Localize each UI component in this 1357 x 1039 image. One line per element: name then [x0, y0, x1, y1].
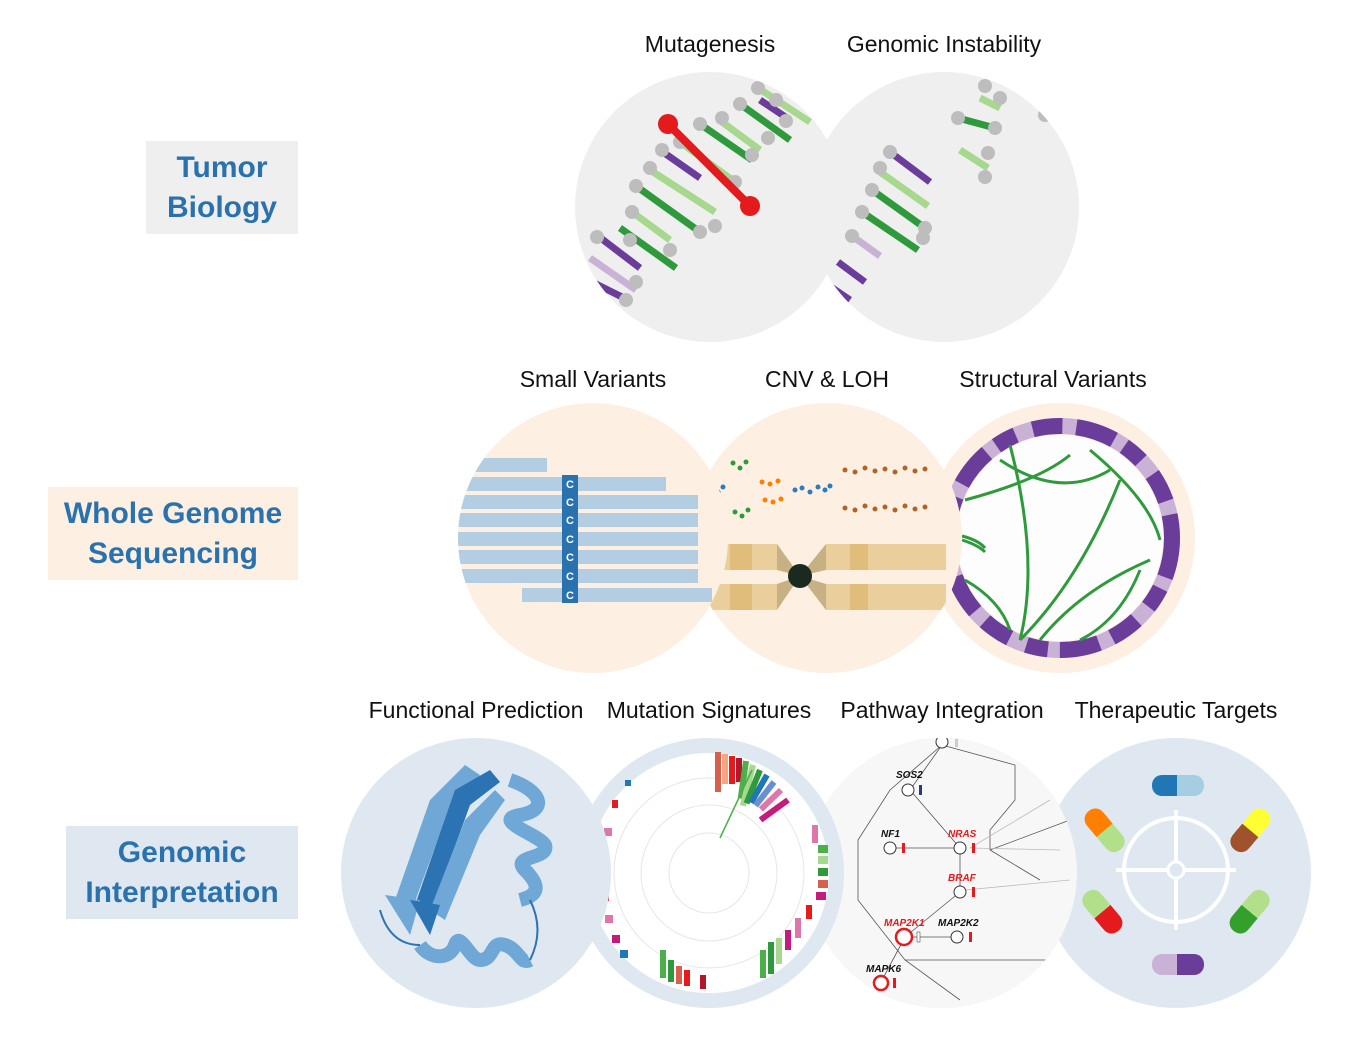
svg-text:C: C: [566, 497, 574, 509]
svg-text:C: C: [566, 571, 574, 583]
title-mutation-signatures: Mutation Signatures: [606, 697, 812, 723]
title-structural-variants: Structural Variants: [959, 366, 1147, 392]
gene-braf: BRAF: [948, 873, 977, 884]
section-label-tumor-biology: Tumor Biology: [146, 141, 298, 234]
title-mutagenesis: Mutagenesis: [644, 31, 776, 57]
section-label-genomic-interpretation: Genomic Interpretation: [66, 826, 298, 919]
title-cnv-loh: CNV & LOH: [765, 366, 889, 392]
gene-sos2: SOS2: [896, 770, 923, 781]
title-genomic-instability: Genomic Instability: [846, 31, 1042, 57]
signature-circos-icon: [589, 752, 829, 993]
mutated-base-pair: [665, 121, 753, 209]
svg-text:C: C: [566, 552, 574, 564]
svg-text:C: C: [566, 534, 574, 546]
tumor-biology-line2: Biology: [167, 190, 277, 224]
genomic-interp-line2: Interpretation: [85, 875, 279, 909]
circle-cnv-loh: [692, 403, 962, 673]
section-label-wgs: Whole Genome Sequencing: [48, 487, 298, 580]
title-small-variants: Small Variants: [519, 366, 667, 392]
svg-text:C: C: [566, 479, 574, 491]
genomic-interp-line1: Genomic: [117, 835, 247, 869]
title-functional-prediction: Functional Prediction: [368, 697, 584, 723]
gene-nf1: NF1: [881, 829, 900, 840]
drug-capsules-icon: [1082, 775, 1271, 975]
circos-plot-icon: [940, 418, 1180, 658]
broken-dna-icon: [826, 79, 1062, 303]
dna-mutation-icon: [575, 81, 812, 307]
gene-map2k1: MAP2K1: [884, 918, 925, 929]
gene-nras: NRAS: [948, 829, 977, 840]
wgs-line2: Sequencing: [87, 536, 258, 570]
crosshair-target-icon: [1116, 810, 1236, 930]
gene-mapk6: MAPK6: [866, 964, 901, 975]
variant-column: [562, 475, 578, 603]
svg-text:C: C: [566, 590, 574, 602]
signature-bars: [600, 752, 828, 989]
tumor-biology-line1: Tumor: [176, 150, 268, 184]
circle-genomic-instability: [809, 72, 1079, 342]
title-pathway-integration: Pathway Integration: [840, 697, 1044, 723]
wgs-line1: Whole Genome: [63, 496, 283, 530]
svg-text:C: C: [566, 515, 574, 527]
title-therapeutic-targets: Therapeutic Targets: [1074, 697, 1278, 723]
protein-structure-icon: [379, 765, 553, 968]
gene-map2k2: MAP2K2: [938, 918, 979, 929]
pathway-network-icon: SOS2 NF1 NRAS BRAF MAP2K1 MAP2K2 MAPK6: [807, 738, 1077, 1008]
